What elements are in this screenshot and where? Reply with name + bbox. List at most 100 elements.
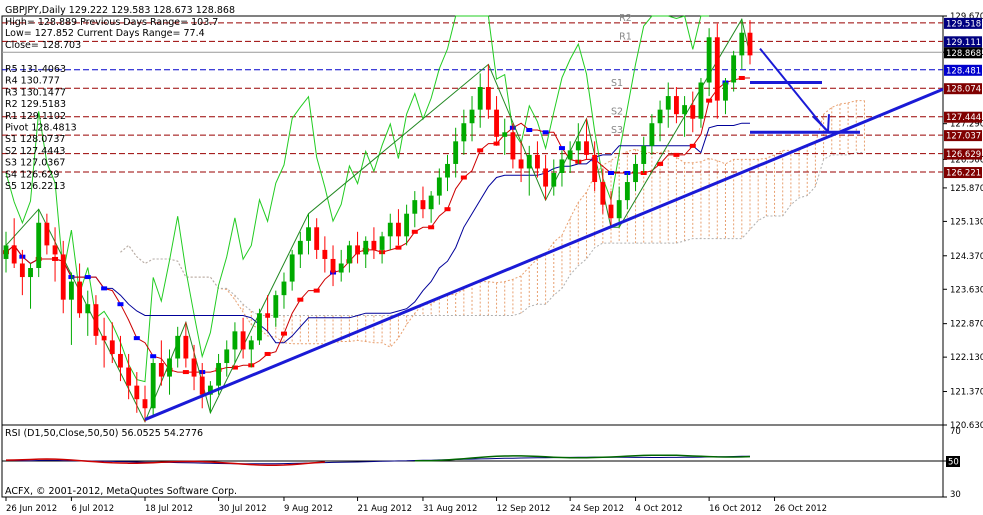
candle-body (731, 55, 737, 83)
pivot-label: R5 131.4063 (5, 64, 66, 75)
tenkan-marker (689, 143, 696, 148)
pivot-marker: S2 (611, 107, 623, 118)
tenkan-marker (428, 225, 435, 230)
pivot-label: S2 127.4443 (5, 146, 65, 157)
candle-body (518, 159, 524, 169)
candle-body (232, 331, 238, 350)
candle-body (289, 254, 295, 282)
candle-body (559, 159, 565, 173)
candle-body (453, 141, 459, 164)
tenkan-marker (738, 75, 745, 80)
time-tick-label: 12 Sep 2012 (497, 504, 551, 514)
ichimoku-cloud (120, 100, 865, 348)
rsi-tick-label: 30 (950, 490, 961, 500)
time-tick-label: 16 Oct 2012 (709, 504, 762, 514)
cloud-span-b (120, 152, 865, 316)
candle-body (19, 263, 25, 278)
price-tick-label: 122.130 (950, 353, 983, 363)
price-tag (944, 64, 982, 76)
tenkan-marker (264, 351, 271, 356)
candle-body (273, 295, 279, 318)
header-line-2: High= 128.889 Previous Days Range= 103.7 (5, 17, 218, 28)
rsi-axis: 70 50 30 (943, 424, 961, 500)
rsi-tick-label: 70 (950, 427, 961, 437)
trend-lines (144, 47, 944, 421)
time-tick-label: 6 Jul 2012 (71, 504, 114, 514)
candle-body (428, 195, 434, 210)
tenkan-marker (117, 302, 124, 307)
tenkan-marker (297, 297, 304, 302)
candle-body (93, 304, 99, 336)
candle-body (101, 335, 107, 341)
candle-body (371, 240, 377, 250)
candle-body (567, 150, 573, 160)
candle-body (28, 268, 33, 278)
tenkan-marker (608, 170, 615, 175)
candle-body (134, 385, 140, 400)
price-tick-label: 122.870 (950, 320, 983, 330)
price-tick-label: 126.500 (950, 155, 983, 165)
price-tick-label: 127.290 (950, 120, 983, 130)
candle-body (363, 240, 369, 255)
candle-body (485, 87, 491, 110)
tenkan-marker (558, 146, 565, 151)
candle-body (682, 105, 688, 115)
candle-body (36, 222, 42, 269)
candle-body (420, 200, 426, 210)
tenkan-marker (706, 98, 713, 103)
header-line-4: Close= 128.703 (5, 40, 81, 51)
candle-body (477, 87, 483, 110)
time-tick-label: 26 Oct 2012 (775, 504, 828, 514)
price-tag-label: 127.037 (946, 132, 981, 142)
candle-body (257, 313, 262, 341)
candle-body (224, 349, 230, 364)
tenkan-marker (542, 130, 549, 135)
rsi-line (5, 455, 751, 465)
candle-body (248, 340, 254, 350)
candle-body (379, 236, 385, 250)
candle-body (3, 245, 9, 259)
tenkan-marker (673, 152, 680, 157)
header-line-3: Low= 127.852 Current Days Range= 77.4 (5, 28, 205, 39)
candle-body (355, 245, 360, 255)
tenkan-marker (395, 245, 402, 250)
candle-body (216, 363, 221, 386)
tenkan-marker (231, 365, 238, 370)
price-tag-label: 129.518 (946, 19, 981, 29)
candle-body (11, 245, 17, 264)
candle-body (747, 32, 753, 56)
candle-body (494, 109, 499, 137)
envelope-line (5, 15, 710, 383)
pivot-marker: R2 (619, 13, 632, 24)
candle-body (396, 222, 401, 237)
price-tag (944, 47, 982, 59)
tenkan-marker (133, 336, 140, 341)
tenkan-marker (526, 128, 533, 133)
candle-body (412, 200, 418, 214)
price-tag (944, 111, 982, 123)
price-tick-label: 125.130 (950, 217, 983, 227)
envelope-lines (5, 15, 710, 383)
tenkan-marker (313, 288, 320, 293)
rsi-tick-label: 50 (948, 458, 959, 468)
price-tag-label: 126.221 (946, 169, 981, 179)
candle-body (714, 37, 720, 101)
candle-body (158, 363, 164, 377)
rsi-level-tag (946, 456, 960, 467)
tenkan-marker (182, 370, 189, 375)
candlestick-series (3, 19, 753, 422)
candle-body (616, 200, 622, 219)
price-tag (944, 17, 982, 29)
candle-body (698, 82, 704, 119)
candle-body (175, 335, 181, 359)
candle-body (551, 172, 557, 187)
candle-body (322, 249, 328, 259)
tenkan-marker (150, 354, 157, 359)
candle-body (191, 358, 197, 377)
pivot-label: R1 129.1102 (5, 111, 66, 122)
candle-body (306, 227, 311, 241)
projection-arrow-head (812, 114, 830, 134)
pivot-label: R2 129.5183 (5, 99, 66, 110)
candle-body (207, 385, 213, 395)
